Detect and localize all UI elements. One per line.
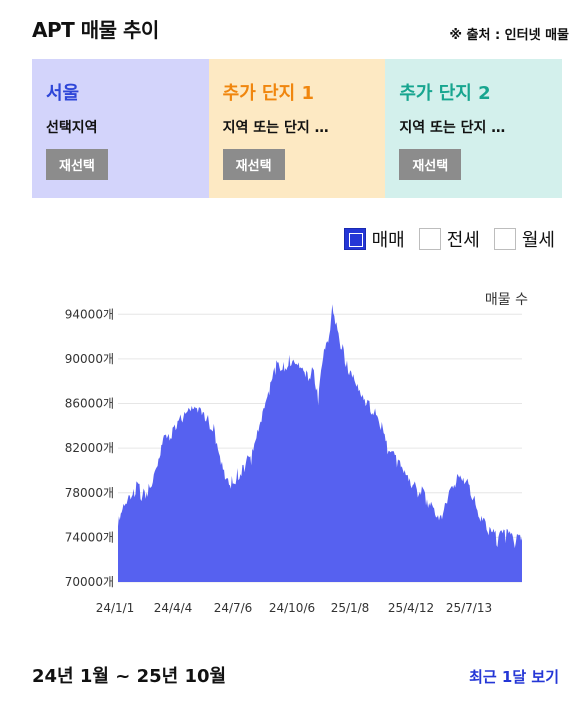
y-tick-label: 70000개 — [65, 575, 114, 589]
y-tick-label: 94000개 — [65, 307, 114, 321]
checkbox-sale[interactable] — [343, 228, 366, 250]
checkbox-jeonse[interactable] — [418, 228, 441, 250]
region-subtitle: 지역 또는 단지 … — [399, 120, 506, 136]
legend-label-jeonse: 전세 — [446, 230, 480, 251]
y-tick-label: 82000개 — [65, 441, 114, 455]
region-panel-extra-2: 추가 단지 2 지역 또는 단지 … 재선택 — [385, 59, 563, 198]
legend-label-sale: 매매 — [371, 230, 405, 251]
y-tick-label: 86000개 — [65, 397, 114, 411]
x-tick-label: 24/4/4 — [154, 601, 193, 615]
region-panels: 서울 선택지역 재선택 추가 단지 1 지역 또는 단지 … 재선택 추가 단지… — [32, 59, 563, 198]
legend-item-sale[interactable]: 매매 — [343, 226, 405, 252]
x-tick-label: 25/4/12 — [388, 601, 434, 615]
y-tick-label: 78000개 — [65, 486, 114, 500]
region-subtitle: 선택지역 — [46, 120, 98, 136]
region-panel-extra-1: 추가 단지 1 지역 또는 단지 … 재선택 — [208, 59, 386, 198]
sale-listings-area — [118, 304, 522, 582]
x-axis-ticks: 24/1/1 24/4/4 24/7/6 24/10/6 25/1/8 25/4/12 25… — [96, 601, 492, 615]
region-panel-seoul: 서울 선택지역 재선택 — [32, 59, 209, 198]
chart-unit-label: 매물 수 — [485, 292, 528, 308]
region-name: 서울 — [46, 83, 80, 104]
region-name: 추가 단지 2 — [399, 83, 491, 104]
listing-trend-chart: 70000개 74000개 78000개 82000개 86000개 90000개 9400… — [65, 292, 528, 615]
chart-legend: 매매 전세 월세 — [343, 226, 555, 252]
region-subtitle: 지역 또는 단지 … — [222, 120, 329, 136]
region-name: 추가 단지 1 — [222, 83, 314, 104]
legend-label-monthly: 월세 — [521, 230, 555, 251]
reselect-button[interactable]: 재선택 — [399, 149, 462, 180]
x-tick-label: 25/1/8 — [331, 601, 370, 615]
x-tick-label: 24/1/1 — [96, 601, 135, 615]
source-note: ※ 출처 : 인터넷 매물 — [449, 28, 569, 43]
x-tick-label: 24/7/6 — [214, 601, 253, 615]
y-axis-ticks: 70000개 74000개 78000개 82000개 86000개 90000개 9400… — [65, 307, 114, 589]
legend-item-monthly[interactable]: 월세 — [493, 226, 555, 252]
legend-item-jeonse[interactable]: 전세 — [418, 226, 480, 252]
reselect-button[interactable]: 재선택 — [46, 149, 108, 180]
reselect-button[interactable]: 재선택 — [222, 149, 285, 180]
recent-month-button[interactable]: 최근 1달 보기 — [469, 668, 559, 686]
x-tick-label: 25/7/13 — [446, 601, 492, 615]
period-range: 24년 1월 ~ 25년 10월 — [32, 666, 227, 687]
y-tick-label: 90000개 — [65, 352, 114, 366]
checkbox-monthly[interactable] — [493, 228, 516, 250]
y-tick-label: 74000개 — [65, 530, 114, 544]
page-title: APT 매물 추이 — [32, 18, 159, 42]
x-tick-label: 24/10/6 — [269, 601, 315, 615]
